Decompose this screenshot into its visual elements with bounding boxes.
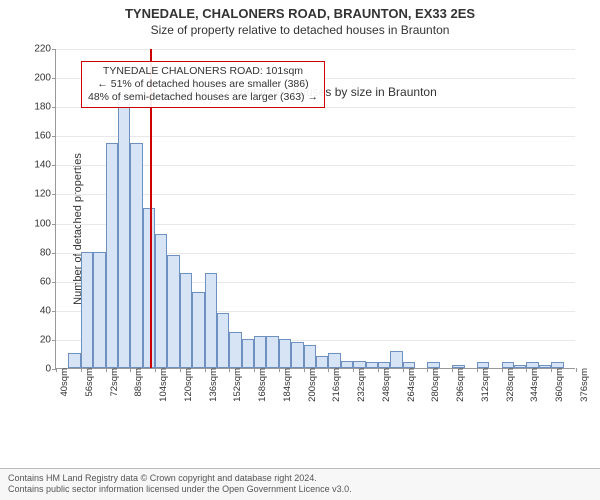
x-tick-label: 280sqm <box>430 368 441 402</box>
x-tick <box>353 368 354 372</box>
y-tick-label: 20 <box>40 334 56 345</box>
x-tick-label: 40sqm <box>59 368 70 397</box>
histogram-bar <box>254 336 266 368</box>
x-tick <box>229 368 230 372</box>
y-tick-label: 160 <box>34 131 56 142</box>
plot-region: 02040608010012014016018020022040sqm56sqm… <box>55 49 575 369</box>
x-tick <box>180 368 181 372</box>
x-tick-label: 56sqm <box>84 368 95 397</box>
x-tick-label: 216sqm <box>331 368 342 402</box>
annotation-line: ← 51% of detached houses are smaller (38… <box>88 78 318 91</box>
annotation-line: 48% of semi-detached houses are larger (… <box>88 91 318 104</box>
histogram-bar <box>366 362 378 368</box>
x-tick <box>576 368 577 372</box>
x-tick <box>526 368 527 372</box>
x-tick-label: 200sqm <box>307 368 318 402</box>
histogram-bar <box>118 96 130 368</box>
x-tick <box>81 368 82 372</box>
histogram-bar <box>229 332 241 368</box>
y-tick-label: 80 <box>40 247 56 258</box>
histogram-bar <box>304 345 316 368</box>
x-tick-label: 72sqm <box>109 368 120 397</box>
x-tick <box>502 368 503 372</box>
footer-line-1: Contains HM Land Registry data © Crown c… <box>8 473 592 484</box>
histogram-bar <box>180 273 192 368</box>
x-tick-label: 232sqm <box>356 368 367 402</box>
x-tick-label: 376sqm <box>579 368 590 402</box>
y-tick-label: 100 <box>34 218 56 229</box>
chart-area: Number of detached properties 0204060801… <box>0 39 600 419</box>
histogram-bar <box>341 361 353 368</box>
x-tick-label: 264sqm <box>406 368 417 402</box>
x-tick <box>254 368 255 372</box>
x-tick <box>56 368 57 372</box>
x-tick <box>403 368 404 372</box>
histogram-bar <box>328 353 340 368</box>
x-tick-label: 296sqm <box>455 368 466 402</box>
x-tick <box>551 368 552 372</box>
histogram-bar <box>390 351 402 368</box>
x-tick <box>106 368 107 372</box>
histogram-bar <box>130 143 142 368</box>
histogram-bar <box>143 208 155 368</box>
x-tick <box>279 368 280 372</box>
y-tick-label: 120 <box>34 189 56 200</box>
x-tick-label: 344sqm <box>529 368 540 402</box>
x-tick <box>304 368 305 372</box>
x-tick-label: 136sqm <box>208 368 219 402</box>
histogram-bar <box>106 143 118 368</box>
histogram-bar <box>266 336 278 368</box>
histogram-bar <box>155 234 167 368</box>
histogram-bar <box>539 365 551 368</box>
gridline <box>56 49 575 50</box>
x-tick-label: 88sqm <box>133 368 144 397</box>
x-tick <box>452 368 453 372</box>
histogram-bar <box>68 353 80 368</box>
attribution-footer: Contains HM Land Registry data © Crown c… <box>0 468 600 500</box>
y-tick-label: 140 <box>34 160 56 171</box>
histogram-bar <box>316 356 328 368</box>
x-tick <box>328 368 329 372</box>
x-tick-label: 328sqm <box>505 368 516 402</box>
y-tick-label: 180 <box>34 102 56 113</box>
x-tick-label: 168sqm <box>257 368 268 402</box>
histogram-bar <box>81 252 93 368</box>
annotation-line: TYNEDALE CHALONERS ROAD: 101sqm <box>88 65 318 78</box>
histogram-bar <box>242 339 254 368</box>
x-tick-label: 104sqm <box>158 368 169 402</box>
x-tick-label: 360sqm <box>554 368 565 402</box>
gridline <box>56 136 575 137</box>
histogram-bar <box>205 273 217 368</box>
histogram-bar <box>93 252 105 368</box>
histogram-bar <box>217 313 229 368</box>
x-tick <box>427 368 428 372</box>
x-tick-label: 152sqm <box>232 368 243 402</box>
x-tick-label: 120sqm <box>183 368 194 402</box>
x-tick <box>205 368 206 372</box>
chart-title-main: TYNEDALE, CHALONERS ROAD, BRAUNTON, EX33… <box>0 0 600 21</box>
y-tick-label: 220 <box>34 44 56 55</box>
x-tick <box>130 368 131 372</box>
y-tick-label: 60 <box>40 276 56 287</box>
x-tick-label: 248sqm <box>381 368 392 402</box>
histogram-bar <box>167 255 179 368</box>
annotation-box: TYNEDALE CHALONERS ROAD: 101sqm← 51% of … <box>81 61 325 108</box>
y-tick-label: 0 <box>45 364 56 375</box>
y-tick-label: 40 <box>40 305 56 316</box>
x-tick <box>155 368 156 372</box>
chart-title-sub: Size of property relative to detached ho… <box>0 21 600 39</box>
x-tick <box>378 368 379 372</box>
y-tick-label: 200 <box>34 73 56 84</box>
histogram-bar <box>279 339 291 368</box>
histogram-bar <box>291 342 303 368</box>
footer-line-2: Contains public sector information licen… <box>8 484 592 495</box>
x-tick <box>477 368 478 372</box>
x-tick-label: 312sqm <box>480 368 491 402</box>
histogram-bar <box>192 292 204 368</box>
x-tick-label: 184sqm <box>282 368 293 402</box>
